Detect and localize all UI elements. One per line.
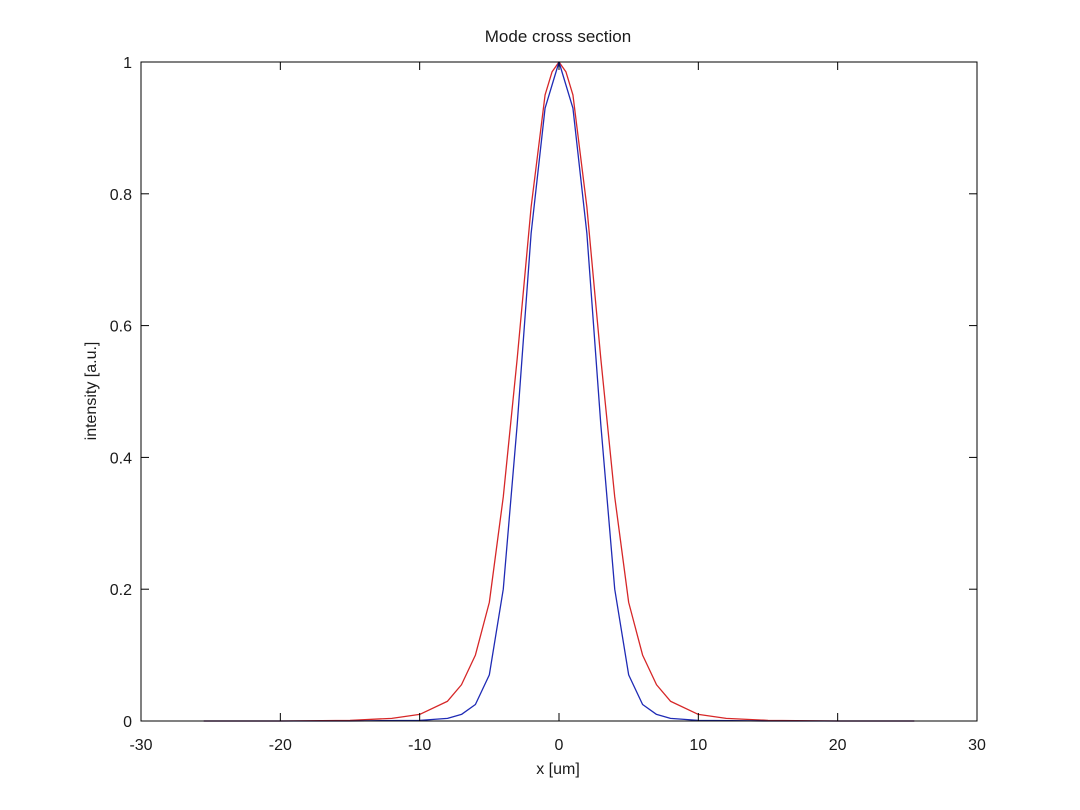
chart-title: Mode cross section [485, 27, 631, 46]
x-tick-label: 30 [968, 737, 986, 754]
x-tick-label: -10 [408, 737, 431, 754]
plot-frame [140, 61, 978, 722]
y-tick-label: 0.6 [110, 319, 132, 336]
x-tick-label: -20 [269, 737, 292, 754]
x-tick-label: -30 [129, 737, 152, 754]
series-line-1 [203, 61, 915, 722]
x-tick-label: 20 [829, 737, 847, 754]
x-axis-label: x [um] [536, 761, 580, 778]
y-tick-label: 0.8 [110, 187, 132, 204]
x-tick-label: 10 [689, 737, 707, 754]
y-tick-label: 1 [123, 55, 132, 72]
y-tick-label: 0 [123, 714, 132, 731]
x-tick-label: 0 [555, 737, 564, 754]
series-layer [203, 61, 915, 722]
y-tick-label: 0.2 [110, 582, 132, 599]
y-axis-label: intensity [a.u.] [83, 342, 100, 441]
ticks-layer: -30 -20 -10 0 10 20 30 0 0.2 0.4 0.6 0.8 1 [110, 55, 986, 754]
y-tick-label: 0.4 [110, 450, 132, 467]
series-line-2 [203, 61, 915, 722]
